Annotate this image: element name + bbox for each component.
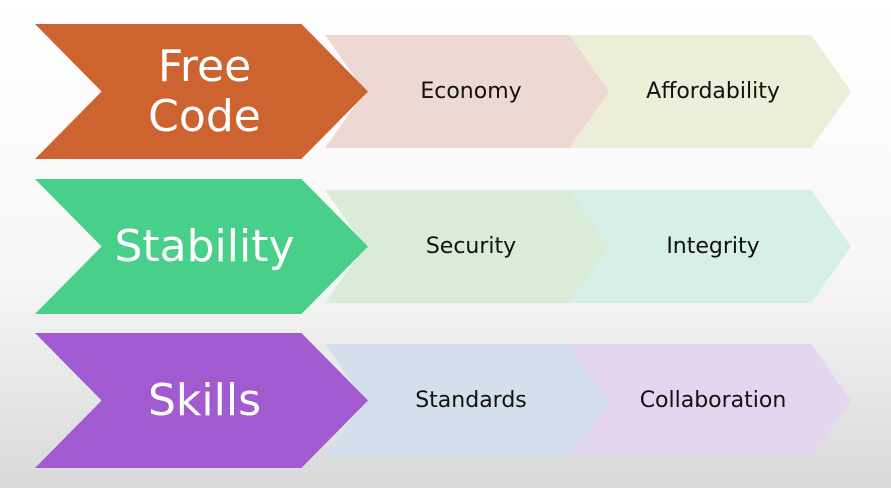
chevron-main-label: Skills [147, 374, 261, 426]
chevron-label: Security [425, 234, 517, 259]
chevron-integrity: Integrity [567, 190, 851, 303]
chevron-security: Security [325, 190, 609, 303]
chevron-main-label: Stability [114, 220, 295, 272]
chevron-main-label: Free Code [148, 41, 261, 142]
chevron-economy: Economy [325, 35, 609, 148]
chevron-label: Collaboration [639, 388, 787, 413]
chevron-label: Affordability [646, 79, 780, 104]
chevron-label: Economy [420, 79, 522, 104]
chevron-label: Integrity [666, 234, 760, 259]
chevron-collaboration: Collaboration [567, 344, 851, 457]
chevron-affordability: Affordability [567, 35, 851, 148]
chevron-skills: Skills [35, 333, 368, 468]
chevron-label: Standards [415, 388, 527, 413]
chevron-free-code: Free Code [35, 24, 368, 159]
chevron-stability: Stability [35, 179, 368, 314]
chevron-standards: Standards [325, 344, 609, 457]
